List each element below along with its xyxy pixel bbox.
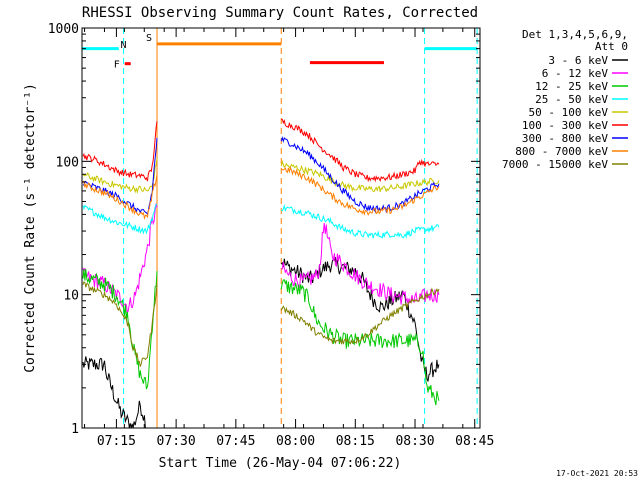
gap-label: N	[121, 40, 127, 51]
legend-entry-label: 50 - 100 keV	[529, 106, 609, 119]
y-tick-label: 1	[71, 422, 79, 437]
legend-entry-label: 6 - 12 keV	[542, 67, 609, 80]
series-line-1	[82, 203, 440, 314]
legend-header: Det 1,3,4,5,6,9,	[522, 28, 628, 41]
axes: 1 10 100 1000 07:15 07:30 07:45 08:00 08:15 08:30…	[48, 22, 495, 449]
x-tick-label: 07:45	[216, 434, 255, 449]
x-tick-label: 07:30	[157, 434, 196, 449]
x-tick-label: 08:00	[276, 434, 315, 449]
y-tick-label: 100	[56, 155, 79, 170]
y-tick-label: 10	[63, 289, 79, 304]
x-tick-label: 08:30	[395, 434, 434, 449]
chart-title: RHESSI Observing Summary Count Rates, Co…	[82, 5, 478, 21]
legend-header: Att 0	[595, 40, 628, 53]
x-tick-label: 08:45	[455, 434, 494, 449]
series-line-4	[82, 158, 440, 195]
series-line-2	[82, 269, 440, 406]
footer-timestamp: 17-Oct-2021 20:53	[556, 469, 638, 478]
legend-entry-label: 800 - 7000 keV	[515, 145, 608, 158]
legend-entry-label: 25 - 50 keV	[535, 93, 608, 106]
y-tick-label: 1000	[48, 22, 79, 37]
series-line-8	[82, 281, 440, 367]
x-axis-label: Start Time (26-May-04 07:06:22)	[159, 456, 402, 471]
annotation-label: F	[114, 60, 120, 71]
series-line-6	[82, 135, 440, 216]
series-line-3	[82, 203, 440, 239]
x-tick-label: 07:15	[97, 434, 136, 449]
series-line-7	[82, 166, 440, 220]
legend-entry-label: 7000 - 15000 keV	[502, 158, 608, 171]
x-tick-label: 08:15	[336, 434, 375, 449]
series-line-0	[82, 257, 440, 429]
series-line-5	[82, 118, 440, 183]
plot-area: F S N	[82, 28, 478, 429]
gap-label: S	[146, 33, 152, 44]
legend-entry-label: 12 - 25 keV	[535, 80, 608, 93]
legend-entry-label: 300 - 800 keV	[522, 132, 608, 145]
y-axis-label: Corrected Count Rate (s⁻¹ detector⁻¹)	[23, 83, 38, 373]
plot-frame	[81, 27, 481, 429]
legend-entry-label: 100 - 300 keV	[522, 119, 608, 132]
legend-entry-label: 3 - 6 keV	[548, 54, 608, 67]
